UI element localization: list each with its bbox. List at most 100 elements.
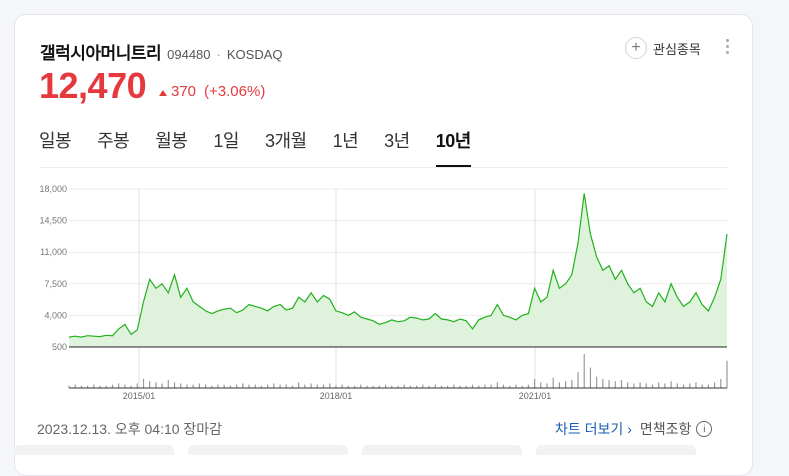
timestamp: 2023.12.13. 오후 04:10 장마감 — [37, 421, 223, 437]
market-name: KOSDAQ — [226, 47, 283, 62]
more-chart-link[interactable]: 차트 더보기 › — [555, 421, 632, 437]
volume-bar — [80, 385, 83, 388]
up-triangle-icon — [159, 90, 167, 96]
volume-bar — [583, 354, 585, 388]
chevron-right-icon: › — [627, 421, 632, 437]
volume-bar — [93, 384, 95, 388]
volume-bar — [502, 384, 505, 388]
disclaimer-link[interactable]: 면책조항 i — [640, 419, 713, 439]
volume-bar — [571, 380, 573, 388]
volume-bar — [620, 380, 623, 388]
y-tick-label: 4,000 — [44, 310, 67, 320]
volume-bar — [74, 384, 76, 388]
volume-bar — [267, 384, 269, 388]
tab-1day[interactable]: 1일 — [213, 131, 239, 151]
volume-bar — [217, 384, 219, 388]
volume-bar — [695, 382, 697, 388]
volume-bar — [366, 385, 368, 388]
volume-bar — [347, 385, 349, 388]
volume-bar — [223, 384, 225, 388]
volume-bar — [211, 385, 213, 388]
volume-bar — [279, 384, 281, 388]
watchlist-button[interactable]: + 관심종목 — [625, 37, 701, 59]
volume-bar — [726, 360, 728, 388]
tab-3years[interactable]: 3년 — [384, 131, 410, 151]
volume-bar — [310, 383, 312, 388]
volume-bar — [403, 384, 405, 388]
stock-header: 갤럭시아머니트리 094480 · KOSDAQ — [40, 39, 282, 64]
volume-bar — [459, 385, 461, 388]
volume-bar — [149, 381, 151, 388]
price-chart[interactable]: 18,000 14,500 11,000 7,500 4,000 500 2015/01 2… — [15, 15, 752, 415]
volume-bar — [329, 383, 331, 388]
volume-bar — [614, 381, 616, 388]
volume-bar — [229, 385, 231, 388]
tab-weekly[interactable]: 주봉 — [97, 131, 130, 151]
volume-bar — [434, 384, 436, 388]
volume-bar — [99, 385, 101, 388]
volume-bar — [254, 384, 256, 388]
volume-bar — [322, 384, 325, 388]
period-tabs: 일봉 주봉 월봉 1일 3개월 1년 3년 10년 — [39, 127, 497, 167]
change-amount: 370 — [171, 83, 197, 100]
stock-card: 갤럭시아머니트리 094480 · KOSDAQ + 관심종목 12,470 3… — [14, 14, 753, 476]
y-tick-label: 7,500 — [44, 279, 67, 289]
volume-bar — [167, 380, 169, 388]
volume-bar — [372, 385, 374, 388]
volume-bar — [627, 382, 629, 388]
plus-icon: + — [625, 37, 647, 59]
separator-dot: · — [216, 47, 221, 62]
tab-3months[interactable]: 3개월 — [264, 131, 307, 151]
volume-bar — [521, 385, 523, 388]
more-options-icon[interactable] — [726, 39, 730, 57]
tab-1year[interactable]: 1년 — [332, 131, 359, 151]
volume-bar — [546, 383, 548, 388]
volume-bar — [118, 383, 120, 388]
price-area — [69, 193, 727, 347]
lower-cards — [14, 445, 696, 455]
volume-bar — [87, 385, 89, 388]
volume-bar — [105, 385, 107, 388]
y-tick-label: 18,000 — [39, 184, 67, 194]
volume-bar — [142, 378, 145, 388]
volume-bar — [428, 385, 430, 388]
stock-name[interactable]: 갤럭시아머니트리 — [40, 44, 162, 63]
info-icon: i — [696, 421, 713, 437]
volume-bar — [422, 384, 424, 388]
volume-bar — [161, 383, 163, 388]
volume-bar — [490, 384, 492, 388]
volume-bar — [335, 385, 337, 388]
volume-bar — [496, 382, 498, 388]
stock-code: 094480 — [167, 47, 211, 62]
volume-bar — [608, 380, 610, 388]
volume-bar — [409, 385, 412, 388]
watchlist-label: 관심종목 — [653, 41, 701, 57]
volume-bar — [713, 382, 716, 388]
y-tick-label: 500 — [52, 342, 67, 352]
volume-bar — [136, 383, 138, 388]
volume-bar — [484, 384, 486, 388]
volume-bar — [509, 385, 511, 388]
y-tick-label: 11,000 — [40, 247, 67, 257]
volume-bar — [589, 367, 592, 388]
volume-bar — [676, 383, 678, 388]
x-tick-label: 2015/01 — [123, 391, 156, 401]
volume-bar — [682, 384, 685, 388]
volume-bar — [316, 384, 318, 388]
volume-bar — [596, 376, 598, 388]
volume-bar — [384, 384, 387, 388]
volume-bar — [527, 384, 529, 388]
tab-daily[interactable]: 일봉 — [39, 131, 72, 151]
volume-bar — [416, 385, 418, 388]
volume-bar — [341, 384, 343, 388]
tab-monthly[interactable]: 월봉 — [155, 131, 188, 151]
volume-bar — [577, 372, 579, 388]
volume-bar — [111, 384, 114, 388]
change-percent: (+3.06%) — [204, 83, 266, 100]
y-tick-label: 14,500 — [39, 216, 67, 226]
volume-bar — [689, 383, 691, 388]
tab-10years[interactable]: 10년 — [435, 127, 471, 167]
volume-bar — [397, 385, 399, 388]
volume-bar — [471, 384, 474, 388]
volume-bar — [658, 382, 660, 388]
